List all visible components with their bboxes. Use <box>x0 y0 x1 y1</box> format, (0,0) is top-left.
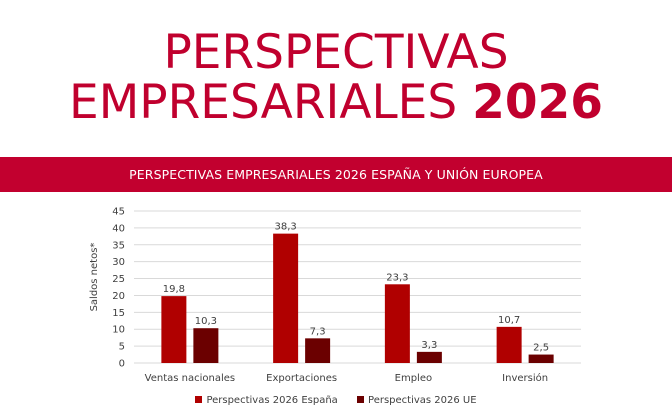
legend-item-espana: Perspectivas 2026 España <box>195 395 338 406</box>
x-tick-label: Inversión <box>502 372 548 384</box>
legend-label-espana: Perspectivas 2026 España <box>206 395 338 406</box>
x-tick-label: Empleo <box>395 373 432 384</box>
page-title-line2: EMPRESARIALES 2026 <box>0 79 672 126</box>
y-tick-label: 35 <box>112 240 125 251</box>
legend-swatch-espana <box>195 396 203 403</box>
legend-label-ue: Perspectivas 2026 UE <box>368 395 477 406</box>
x-tick-label: Ventas nacionales <box>145 373 235 384</box>
data-label: 3,3 <box>421 340 437 351</box>
y-tick-label: 40 <box>112 223 125 234</box>
page-title-line1: PERSPECTIVAS <box>0 29 672 76</box>
data-label: 10,7 <box>498 315 520 326</box>
bar-ue <box>416 351 442 363</box>
bars <box>161 233 554 363</box>
data-label: 19,8 <box>163 284 185 295</box>
legend: Perspectivas 2026 España Perspectivas 20… <box>0 395 672 406</box>
bar-espana <box>496 326 522 363</box>
y-axis-label: Saldos netos* <box>89 243 100 312</box>
bar-ue <box>193 328 219 363</box>
title-text-perspectivas: PERSPECTIVAS <box>163 25 509 80</box>
data-label: 2,5 <box>533 343 549 354</box>
data-label: 10,3 <box>195 316 217 327</box>
bar-ue <box>305 338 331 363</box>
legend-item-ue: Perspectivas 2026 UE <box>357 395 477 406</box>
bar-chart: 0 5 10 15 20 25 30 35 40 45 Saldos netos* 19,8 10,… <box>89 207 581 384</box>
bar-ue <box>528 354 554 363</box>
y-tick-label: 45 <box>112 207 125 218</box>
y-tick-label: 0 <box>119 359 125 370</box>
y-tick-label: 30 <box>112 257 125 268</box>
y-tick-label: 10 <box>112 325 125 336</box>
title-text-empresariales: EMPRESARIALES <box>69 75 473 130</box>
x-tick-label: Exportaciones <box>266 373 337 384</box>
data-label: 38,3 <box>274 222 296 233</box>
x-axis-labels: Ventas nacionales Exportaciones Empleo Inve… <box>145 372 548 384</box>
y-tick-label: 15 <box>112 308 125 319</box>
y-axis-ticks: 0 5 10 15 20 25 30 35 40 45 <box>112 207 125 370</box>
chart-title-banner: PERSPECTIVAS EMPRESARIALES 2026 ESPAÑA Y… <box>0 157 672 192</box>
chart-title: PERSPECTIVAS EMPRESARIALES 2026 ESPAÑA Y… <box>129 167 543 182</box>
y-tick-label: 25 <box>112 274 125 285</box>
legend-swatch-ue <box>357 396 365 403</box>
bar-espana <box>161 296 187 363</box>
bar-espana <box>384 284 410 363</box>
data-label: 23,3 <box>386 272 408 283</box>
y-tick-label: 20 <box>112 291 125 302</box>
bar-espana <box>273 233 299 363</box>
data-label: 7,3 <box>310 326 326 337</box>
title-text-year: 2026 <box>472 75 603 130</box>
value-labels: 19,8 10,3 38,3 7,3 23,3 3,3 10,7 2,5 <box>163 222 549 354</box>
y-tick-label: 5 <box>119 342 125 353</box>
